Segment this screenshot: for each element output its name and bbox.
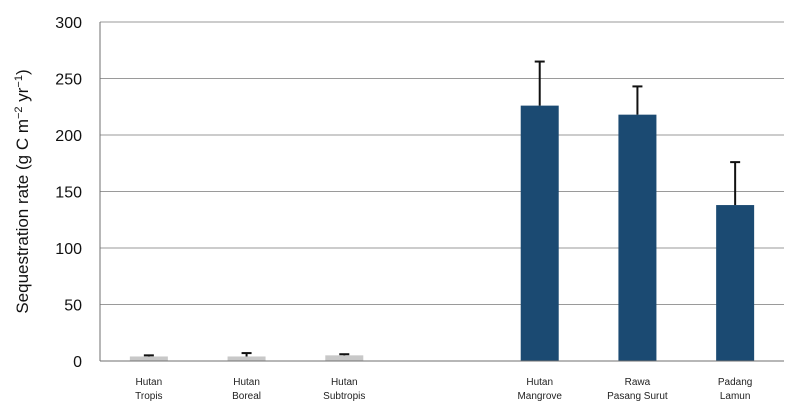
y-tick-label: 200 xyxy=(55,128,82,145)
y-tick-label: 100 xyxy=(55,241,82,258)
y-tick-label: 250 xyxy=(55,72,82,89)
x-category-label: Boreal xyxy=(232,391,261,402)
bar xyxy=(227,356,266,361)
y-tick-label: 300 xyxy=(55,15,82,32)
x-category-label: Pasang Surut xyxy=(607,391,668,402)
x-category-label: Hutan xyxy=(233,377,260,388)
bar xyxy=(520,105,559,362)
x-category-label: Padang xyxy=(718,377,752,388)
bars xyxy=(129,105,755,362)
y-axis-ticks: 0 50 100 150 200 250 300 xyxy=(55,15,82,371)
x-category-label: Hutan xyxy=(331,377,358,388)
x-category-label: Hutan xyxy=(526,377,553,388)
y-tick-label: 0 xyxy=(73,354,82,371)
bar xyxy=(618,114,657,361)
x-category-label: Subtropis xyxy=(323,391,365,402)
bar xyxy=(129,356,168,361)
bar xyxy=(716,205,755,361)
x-axis-labels: Hutan Tropis Hutan Boreal Hutan Subtropis Huta… xyxy=(135,377,752,402)
x-category-label: Hutan xyxy=(136,377,163,388)
x-category-label: Mangrove xyxy=(517,391,562,402)
y-tick-label: 50 xyxy=(64,298,82,315)
bar xyxy=(325,355,364,361)
x-category-label: Lamun xyxy=(720,391,751,402)
y-axis-title: Sequestration rate (g C m−2 yr−1) xyxy=(13,69,32,313)
error-bars xyxy=(143,60,741,357)
x-category-label: Rawa xyxy=(625,377,651,388)
gridlines xyxy=(100,21,784,305)
x-category-label: Tropis xyxy=(135,391,162,402)
y-tick-label: 150 xyxy=(55,185,82,202)
